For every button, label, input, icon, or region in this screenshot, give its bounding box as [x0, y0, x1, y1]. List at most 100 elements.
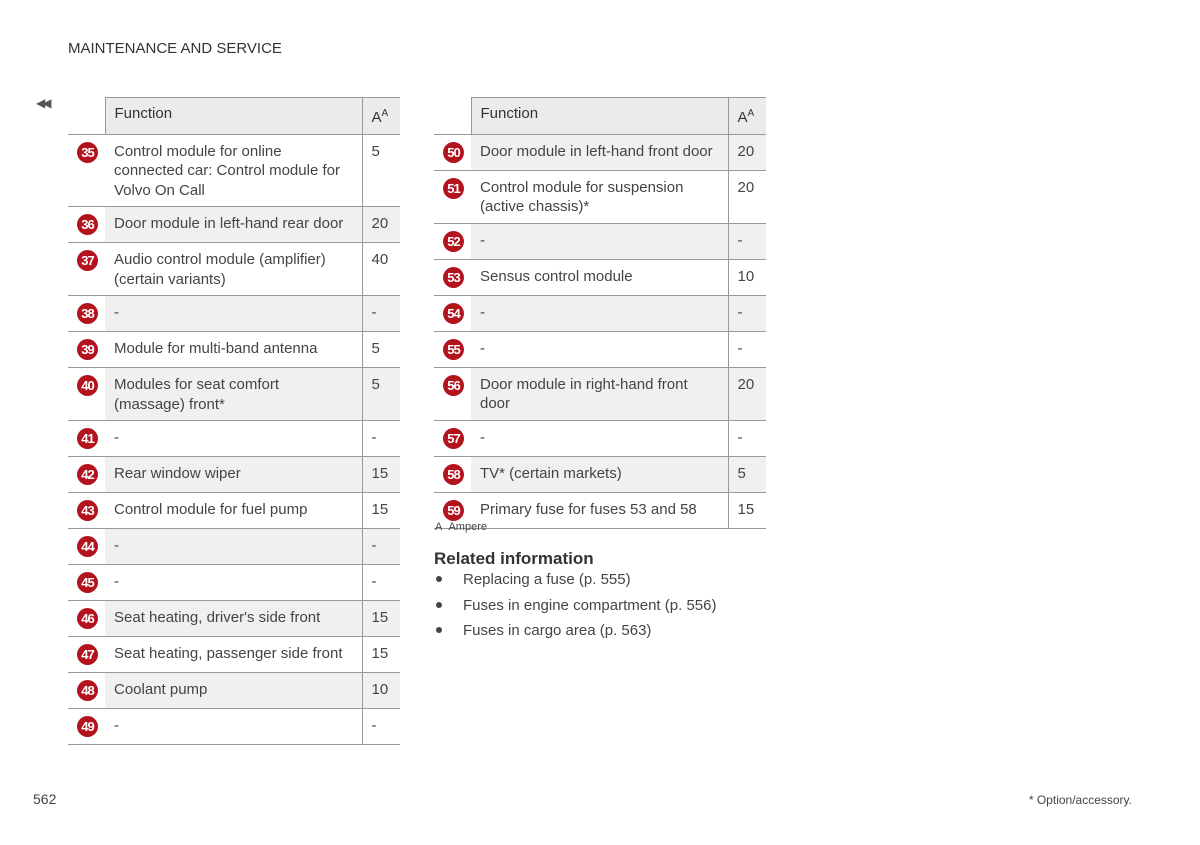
number-cell: 44	[68, 528, 105, 565]
function-cell: -	[471, 223, 728, 260]
link-text[interactable]: Replacing a fuse (p. 555)	[463, 571, 631, 588]
function-header: Function	[470, 97, 728, 135]
function-cell: Modules for seat comfort (massage) front…	[105, 367, 362, 421]
fuse-badge: 58	[443, 463, 464, 485]
number-cell: 48	[68, 672, 105, 709]
footnote: A Ampere	[435, 521, 487, 533]
amps-cell: 5	[361, 367, 400, 421]
function-cell: Audio control module (amplifier) (certai…	[105, 242, 362, 296]
fuse-row: 37 Audio control module (amplifier) (cert…	[68, 242, 400, 296]
amps-cell: 15	[361, 456, 400, 493]
function-cell: -	[105, 528, 362, 565]
function-cell: TV* (certain markets)	[471, 456, 728, 493]
fuse-row: 57- -	[434, 420, 766, 457]
fuse-row: 43 Control module for fuel pump 15	[68, 492, 400, 529]
fuse-row: 54- -	[434, 295, 766, 332]
function-cell: Control module for fuel pump	[105, 492, 362, 529]
number-cell: 40	[68, 367, 105, 421]
number-cell: 36	[68, 206, 105, 243]
number-cell: 42	[68, 456, 105, 493]
amps-cell: -	[361, 420, 400, 457]
amps-cell: -	[361, 528, 400, 565]
number-cell: 46	[68, 600, 105, 637]
fuse-row: 45- -	[68, 564, 400, 601]
link-text[interactable]: Fuses in engine compartment (p. 556)	[463, 596, 717, 614]
function-header: Function	[104, 97, 362, 135]
fuse-row: 42 Rear window wiper 15	[68, 456, 400, 493]
related-list: Replacing a fuse (p. 555) Fuses in engine…	[434, 570, 716, 647]
function-cell: Door module in left-hand rear door	[105, 206, 362, 243]
fuse-row: 44- -	[68, 528, 400, 565]
amps-cell: 10	[361, 672, 400, 709]
number-cell: 50	[434, 134, 471, 171]
fuse-badge: 57	[443, 427, 464, 449]
fuse-badge: 55	[443, 338, 464, 360]
function-cell: -	[105, 564, 362, 601]
number-cell: 59	[434, 492, 471, 529]
number-cell: 54	[434, 295, 471, 332]
number-header	[68, 97, 105, 135]
number-cell: 43	[68, 492, 105, 529]
fuse-row: 39 Module for multi-band antenna 5	[68, 331, 400, 368]
number-header	[434, 97, 471, 135]
fuse-row: 58 TV* (certain markets) 5	[434, 456, 766, 493]
fuse-badge: 40	[77, 375, 98, 396]
amps-cell: -	[727, 420, 766, 457]
number-cell: 58	[434, 456, 471, 493]
function-cell: -	[471, 420, 728, 457]
function-cell: Coolant pump	[105, 672, 362, 709]
number-cell: 47	[68, 636, 105, 673]
fuse-row: 41- -	[68, 420, 400, 457]
fuse-row: 59 Primary fuse for fuses 53 and 58 15	[434, 492, 766, 529]
function-cell: Control module for suspension (active ch…	[471, 170, 728, 224]
function-cell: Sensus control module	[471, 259, 728, 296]
number-cell: 35	[68, 134, 105, 207]
bullet	[436, 576, 442, 582]
unit: A	[737, 109, 748, 126]
fuse-badge: 54	[443, 302, 464, 324]
back-icon[interactable]: ◀◀	[36, 96, 52, 110]
bullet	[436, 627, 442, 633]
fuse-row: 53 Sensus control module 10	[434, 259, 766, 296]
related-item: Fuses in cargo area (p. 563)	[434, 621, 716, 647]
fuse-row: 40 Modules for seat comfort (massage) fro…	[68, 367, 400, 421]
unit-header: AA	[727, 97, 766, 135]
fuse-row: 52- -	[434, 223, 766, 260]
amps-cell: -	[361, 564, 400, 601]
link-text[interactable]: Fuses in cargo area (p. 563)	[463, 622, 652, 639]
function-cell: Control module for online connected car:…	[105, 134, 362, 207]
related-item: Fuses in engine compartment (p. 556)	[434, 596, 716, 622]
function-cell: Seat heating, passenger side front	[105, 636, 362, 673]
footer-note: * Option/accessory.	[1028, 793, 1132, 807]
fuse-badge: 42	[77, 464, 98, 485]
unit-header: AA	[361, 97, 400, 135]
fuse-table: Function AA 35 Control module for online co…	[68, 97, 400, 745]
fuse-badge: 52	[443, 230, 464, 252]
number-cell: 39	[68, 331, 105, 368]
fuse-badge: 50	[443, 141, 464, 163]
fuse-badge: 44	[77, 536, 98, 557]
amps-cell: 20	[727, 170, 766, 224]
fuse-row: 36 Door module in left-hand rear door 20	[68, 206, 400, 243]
function-cell: -	[105, 295, 362, 332]
fuse-row: 38- -	[68, 295, 400, 332]
section-title: MAINTENANCE AND SERVICE	[68, 40, 282, 57]
amps-cell: 15	[727, 492, 766, 529]
function-cell: -	[471, 295, 728, 332]
amps-cell: 10	[727, 259, 766, 296]
related-title: Related information	[434, 549, 594, 568]
function-cell: Module for multi-band antenna	[105, 331, 362, 368]
number-cell: 53	[434, 259, 471, 296]
fuse-row: 35 Control module for online connected ca…	[68, 134, 400, 207]
fuse-badge: 38	[77, 303, 98, 324]
amps-cell: 40	[361, 242, 400, 296]
function-cell: Seat heating, driver's side front	[105, 600, 362, 637]
number-cell: 49	[68, 708, 105, 745]
amps-cell: -	[361, 295, 400, 332]
header-row: Function AA	[68, 97, 400, 135]
fuse-badge: 36	[77, 214, 98, 235]
amps-cell: -	[727, 295, 766, 332]
fuse-badge: 51	[443, 177, 464, 199]
fuse-badge: 43	[77, 500, 98, 521]
